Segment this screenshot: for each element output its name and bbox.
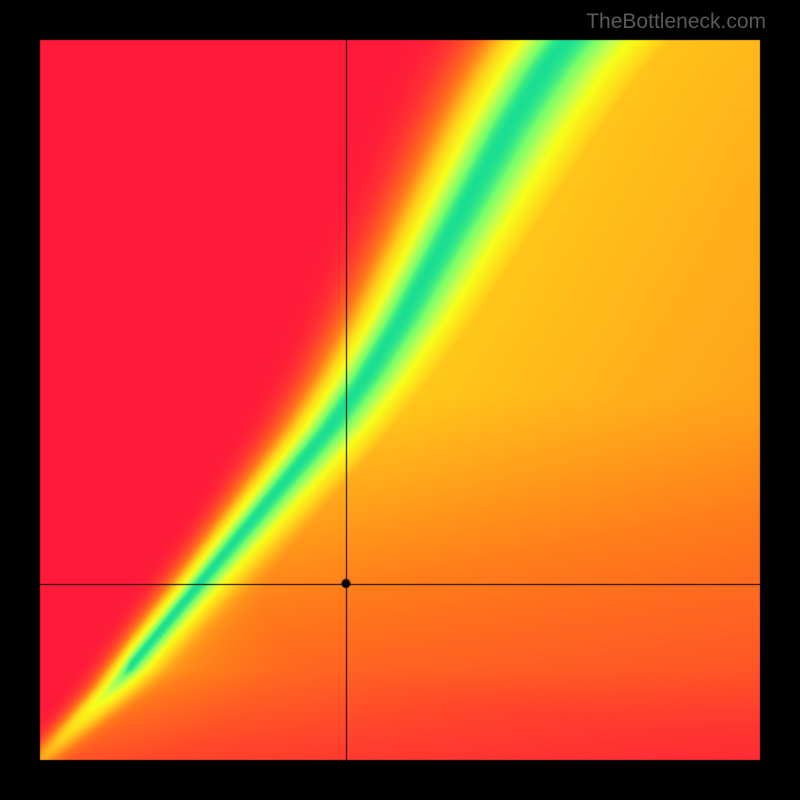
heatmap-canvas [0, 0, 800, 800]
chart-stage: TheBottleneck.com [0, 0, 800, 800]
watermark-text: TheBottleneck.com [586, 10, 766, 34]
